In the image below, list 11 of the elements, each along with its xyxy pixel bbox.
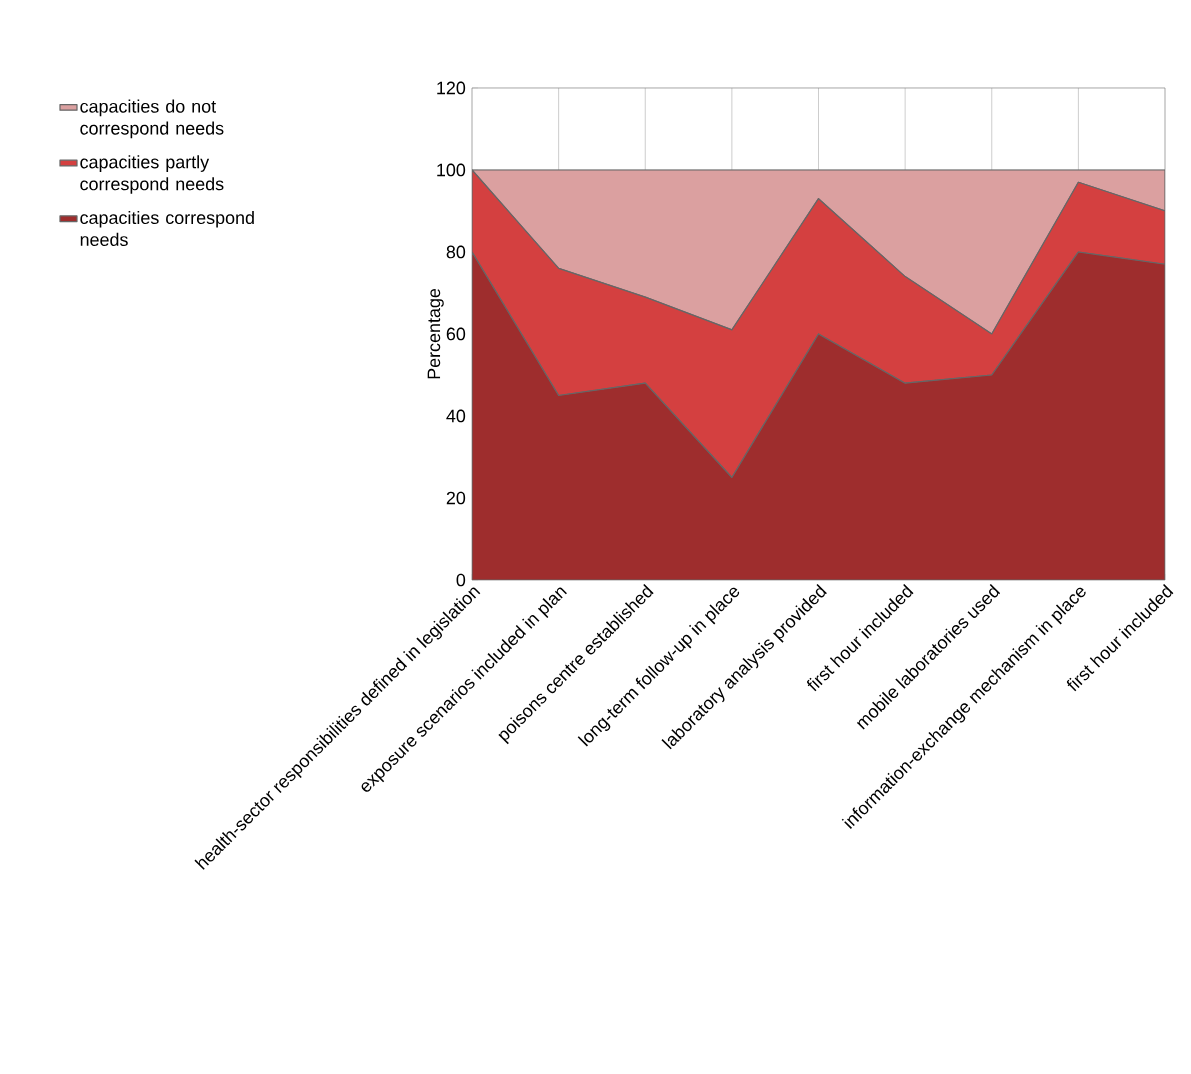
- legend-label: capacities do not correspond needs: [80, 99, 224, 139]
- y-tick-label: 0: [456, 573, 466, 587]
- y-axis-title: Percentage: [427, 288, 444, 379]
- legend-label: capacities correspond needs: [80, 210, 254, 246]
- y-tick-label: 100: [437, 163, 466, 177]
- y-tick-label: 80: [446, 245, 466, 259]
- y-tick-label: 40: [446, 409, 466, 423]
- y-tick-label: 20: [446, 491, 466, 505]
- y-tick-label: 120: [437, 81, 466, 95]
- legend-label: capacities partly correspond needs: [80, 155, 224, 194]
- y-tick-label: 60: [446, 327, 466, 341]
